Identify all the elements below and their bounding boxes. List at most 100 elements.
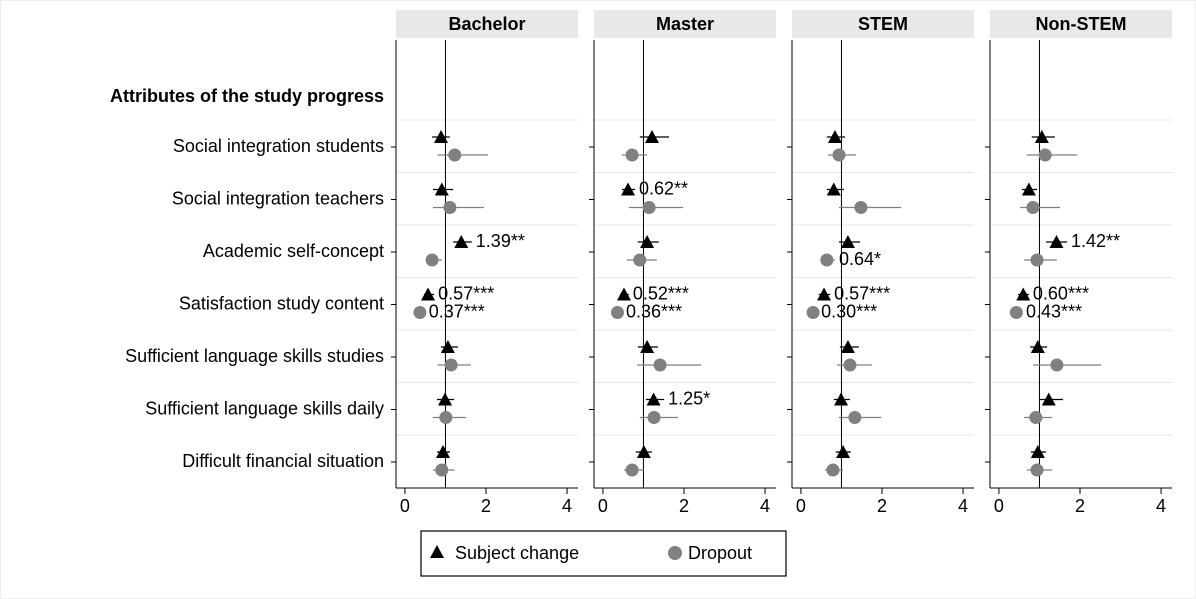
category-label: Academic self-concept — [203, 241, 384, 261]
estimate-dot — [425, 253, 439, 267]
category-label: Sufficient language skills studies — [125, 346, 384, 366]
estimate-triangle — [817, 287, 832, 301]
panel-title: Bachelor — [448, 14, 525, 34]
value-label: 0.36*** — [626, 301, 682, 321]
estimate-triangle — [1016, 287, 1031, 301]
estimate-triangle — [454, 235, 469, 248]
panel-header — [594, 10, 776, 38]
panel-header — [990, 10, 1172, 38]
estimate-dot — [832, 148, 846, 162]
estimate-triangle — [433, 130, 448, 143]
x-tick-label: 4 — [562, 496, 572, 516]
estimate-triangle — [1041, 392, 1056, 406]
category-header: Attributes of the study progress — [110, 86, 384, 106]
estimate-triangle — [436, 445, 451, 458]
value-label: 0.37*** — [429, 301, 485, 321]
x-tick-label: 2 — [1075, 496, 1085, 516]
estimate-dot — [647, 411, 661, 424]
legend-label: Subject change — [455, 543, 579, 563]
x-tick-label: 2 — [877, 496, 887, 516]
estimate-triangle — [640, 340, 655, 353]
estimate-dot — [444, 358, 458, 372]
value-label: 1.39** — [476, 231, 525, 251]
x-tick-label: 0 — [796, 496, 806, 516]
value-label: 1.25* — [668, 388, 710, 408]
panel-header — [396, 10, 578, 38]
estimate-dot — [1009, 306, 1023, 319]
estimate-triangle — [621, 182, 636, 196]
x-tick-label: 4 — [1156, 496, 1166, 516]
x-tick-label: 0 — [598, 496, 608, 516]
estimate-dot — [413, 306, 427, 319]
estimate-triangle — [834, 392, 849, 406]
estimate-triangle — [840, 340, 855, 353]
value-label: 0.60*** — [1033, 283, 1089, 303]
value-label: 0.43*** — [1026, 301, 1082, 321]
category-label: Satisfaction study content — [179, 293, 384, 313]
estimate-dot — [1029, 411, 1043, 424]
estimate-triangle — [1030, 340, 1045, 353]
legend-marker — [430, 545, 444, 558]
value-label: 0.30*** — [821, 301, 877, 321]
x-tick-label: 2 — [481, 496, 491, 516]
value-label: 1.42** — [1071, 231, 1120, 251]
estimate-triangle — [644, 130, 659, 143]
estimate-triangle — [440, 340, 455, 353]
value-label: 0.62** — [639, 178, 688, 198]
estimate-dot — [820, 253, 834, 267]
estimate-dot — [1030, 253, 1044, 267]
x-tick-label: 2 — [679, 496, 689, 516]
estimate-dot — [642, 201, 656, 214]
estimate-triangle — [1030, 445, 1045, 458]
estimate-dot — [1030, 463, 1044, 477]
estimate-triangle — [1034, 130, 1049, 143]
estimate-dot — [826, 463, 840, 477]
estimate-dot — [854, 201, 868, 214]
x-tick-label: 0 — [400, 496, 410, 516]
value-label: 0.57*** — [834, 283, 890, 303]
estimate-triangle — [826, 182, 841, 196]
estimate-dot — [1050, 358, 1064, 372]
estimate-triangle — [646, 392, 661, 406]
x-tick-label: 4 — [958, 496, 968, 516]
estimate-dot — [806, 306, 820, 319]
panel-title: STEM — [858, 14, 908, 34]
value-label: 0.52*** — [633, 283, 689, 303]
estimate-triangle — [636, 445, 651, 458]
estimate-triangle — [421, 287, 436, 301]
estimate-dot — [625, 463, 639, 477]
estimate-triangle — [840, 235, 855, 248]
estimate-dot — [435, 463, 449, 477]
estimate-triangle — [1049, 235, 1064, 248]
estimate-triangle — [827, 130, 842, 143]
estimate-dot — [625, 148, 639, 162]
estimate-dot — [1038, 148, 1052, 162]
legend-marker — [668, 546, 682, 560]
panel-title: Master — [656, 14, 714, 34]
estimate-dot — [1026, 201, 1040, 214]
estimate-triangle — [438, 392, 453, 406]
estimate-dot — [653, 358, 667, 372]
estimate-dot — [443, 201, 457, 214]
estimate-dot — [439, 411, 453, 424]
category-label: Social integration students — [173, 136, 384, 156]
estimate-dot — [848, 411, 862, 424]
panel-header — [792, 10, 974, 38]
estimate-triangle — [640, 235, 655, 248]
value-label: 0.57*** — [438, 283, 494, 303]
category-label: Sufficient language skills daily — [145, 398, 384, 418]
estimate-dot — [843, 358, 857, 372]
estimate-triangle — [836, 445, 851, 458]
x-tick-label: 4 — [760, 496, 770, 516]
category-label: Social integration teachers — [172, 188, 384, 208]
category-label: Difficult financial situation — [182, 451, 384, 471]
legend-box — [420, 530, 787, 577]
legend-label: Dropout — [688, 543, 752, 563]
estimate-dot — [633, 253, 647, 267]
x-tick-label: 0 — [994, 496, 1004, 516]
estimate-triangle — [1021, 182, 1036, 196]
estimate-dot — [611, 306, 625, 319]
value-label: 0.64* — [839, 249, 881, 269]
